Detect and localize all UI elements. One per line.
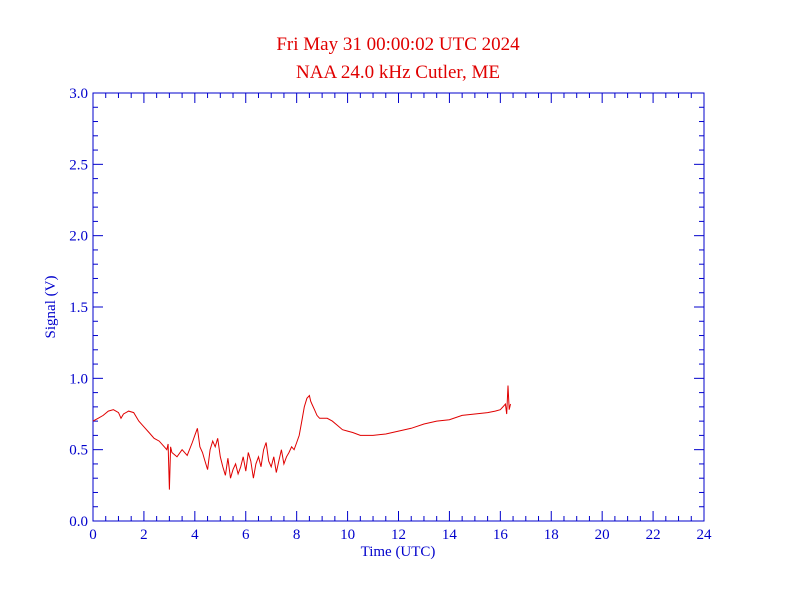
- y-tick-label: 1.0: [69, 371, 88, 387]
- series-line-signal: [92, 385, 511, 490]
- x-tick-label: 6: [242, 527, 250, 543]
- y-tick-label: 0.0: [69, 514, 88, 530]
- chart-title: Fri May 31 00:00:02 UTC 2024: [276, 34, 520, 55]
- y-tick-label: 2.5: [69, 157, 88, 173]
- x-tick-label: 10: [340, 527, 355, 543]
- x-tick-label: 0: [89, 527, 97, 543]
- x-tick-label: 24: [697, 527, 713, 543]
- y-tick-label: 1.5: [69, 300, 88, 316]
- x-tick-label: 12: [391, 527, 406, 543]
- plot-frame: [92, 92, 705, 522]
- y-tick-label: 2.0: [69, 229, 88, 245]
- x-tick-label: 16: [493, 527, 509, 543]
- x-tick-label: 8: [293, 527, 301, 543]
- x-tick-label: 2: [140, 527, 148, 543]
- chart-subtitle: NAA 24.0 kHz Cutler, ME: [296, 62, 500, 83]
- x-tick-label: 14: [442, 527, 458, 543]
- x-tick-label: 18: [544, 527, 559, 543]
- x-tick-label: 4: [191, 527, 199, 543]
- y-axis-label: Signal (V): [43, 276, 59, 339]
- tick-group: [92, 92, 705, 522]
- x-tick-label: 22: [646, 527, 661, 543]
- y-tick-label: 0.5: [69, 443, 88, 459]
- y-tick-label: 3.0: [69, 86, 88, 102]
- x-axis-label: Time (UTC): [361, 544, 436, 560]
- tick-label-group: 0 2 4 6 8 10 12 14 16 18 20 22 240.00.51.01.52.02.53…: [69, 86, 712, 543]
- x-tick-label: 20: [595, 527, 610, 543]
